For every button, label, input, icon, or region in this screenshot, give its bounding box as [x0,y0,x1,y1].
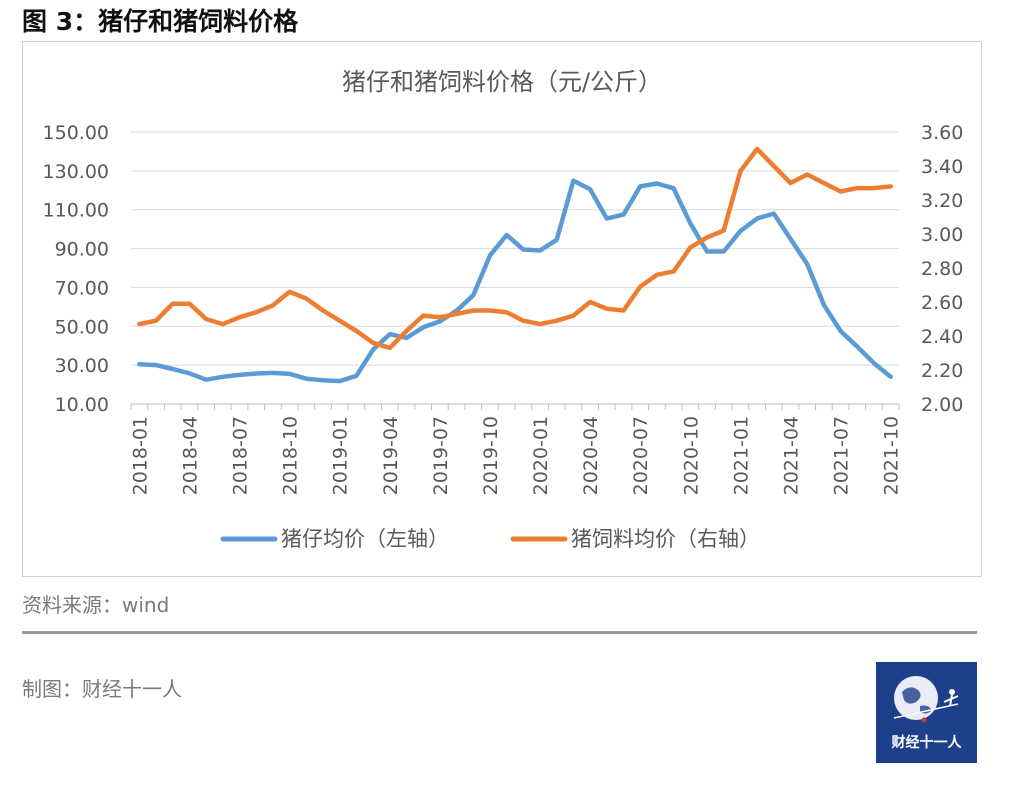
left-tick-label: 110.00 [43,200,109,222]
left-tick-label: 70.00 [55,277,109,299]
x-tick-label: 2018-10 [280,416,302,495]
x-tick-label: 2021-04 [780,416,802,495]
series-line-piglet [137,178,893,384]
chart-container: 猪仔和猪饲料价格（元/公斤） 150.00 130.00 110.00 90.00 70… [22,41,982,577]
legend-label-feed: 猪饲料均价（右轴） [571,527,760,551]
x-tick-label: 2021-10 [881,416,903,495]
x-tick-label: 2019-07 [430,416,452,495]
left-tick-label: 50.00 [55,316,109,338]
right-tick-label: 3.60 [921,122,963,144]
gridlines [131,131,899,405]
right-tick-label: 2.20 [921,360,963,382]
chart-title: 猪仔和猪饲料价格（元/公斤） [342,68,662,96]
right-tick-label: 2.00 [921,394,963,416]
x-tick-label: 2018-04 [179,416,201,495]
line-chart: 猪仔和猪饲料价格（元/公斤） 150.00 130.00 110.00 90.00 70… [43,68,964,551]
right-axis-ticks: 3.60 3.40 3.20 3.00 2.80 2.60 2.40 2.20 2.00 [921,122,963,416]
left-tick-label: 130.00 [43,161,109,183]
x-tick-label: 2021-07 [831,416,853,495]
credit-note: 制图：财经十一人 [22,677,182,701]
right-tick-label: 3.00 [921,224,963,246]
x-tick-label: 2020-01 [530,416,552,495]
right-tick-label: 2.80 [921,258,963,280]
x-tick-label: 2020-07 [630,416,652,495]
x-axis: 2018-01 2018-04 2018-07 2018-10 2019-01 2019-… [129,403,903,495]
right-tick-label: 2.60 [921,292,963,314]
logo-text: 财经十一人 [891,735,962,751]
x-tick-label: 2019-10 [480,416,502,495]
left-tick-label: 30.00 [55,355,109,377]
x-tick-label: 2018-07 [230,416,252,495]
right-tick-label: 3.20 [921,190,963,212]
figure-title: 图 3：猪仔和猪饲料价格 [22,7,299,36]
left-axis-ticks: 150.00 130.00 110.00 90.00 70.00 50.00 30.00 10… [43,122,109,416]
left-tick-label: 150.00 [43,122,109,144]
left-tick-label: 10.00 [55,394,109,416]
x-tick-label: 2019-01 [330,416,352,495]
x-tick-label: 2021-01 [730,416,752,495]
x-tick-label: 2018-01 [129,416,151,495]
left-tick-label: 90.00 [55,239,109,261]
brand-logo: 财经十一人 [876,662,977,763]
source-note: 资料来源：wind [22,593,170,617]
legend: 猪仔均价（左轴） 猪饲料均价（右轴） [220,527,760,551]
x-tick-label: 2020-10 [680,416,702,495]
divider [22,631,977,634]
series-line-feed [137,146,893,351]
x-tick-label: 2019-04 [380,416,402,495]
series-layer [137,146,893,384]
legend-label-piglet: 猪仔均价（左轴） [281,527,449,551]
globe-icon [893,676,959,723]
x-tick-label: 2020-04 [580,416,602,495]
right-tick-label: 2.40 [921,326,963,348]
right-tick-label: 3.40 [921,156,963,178]
